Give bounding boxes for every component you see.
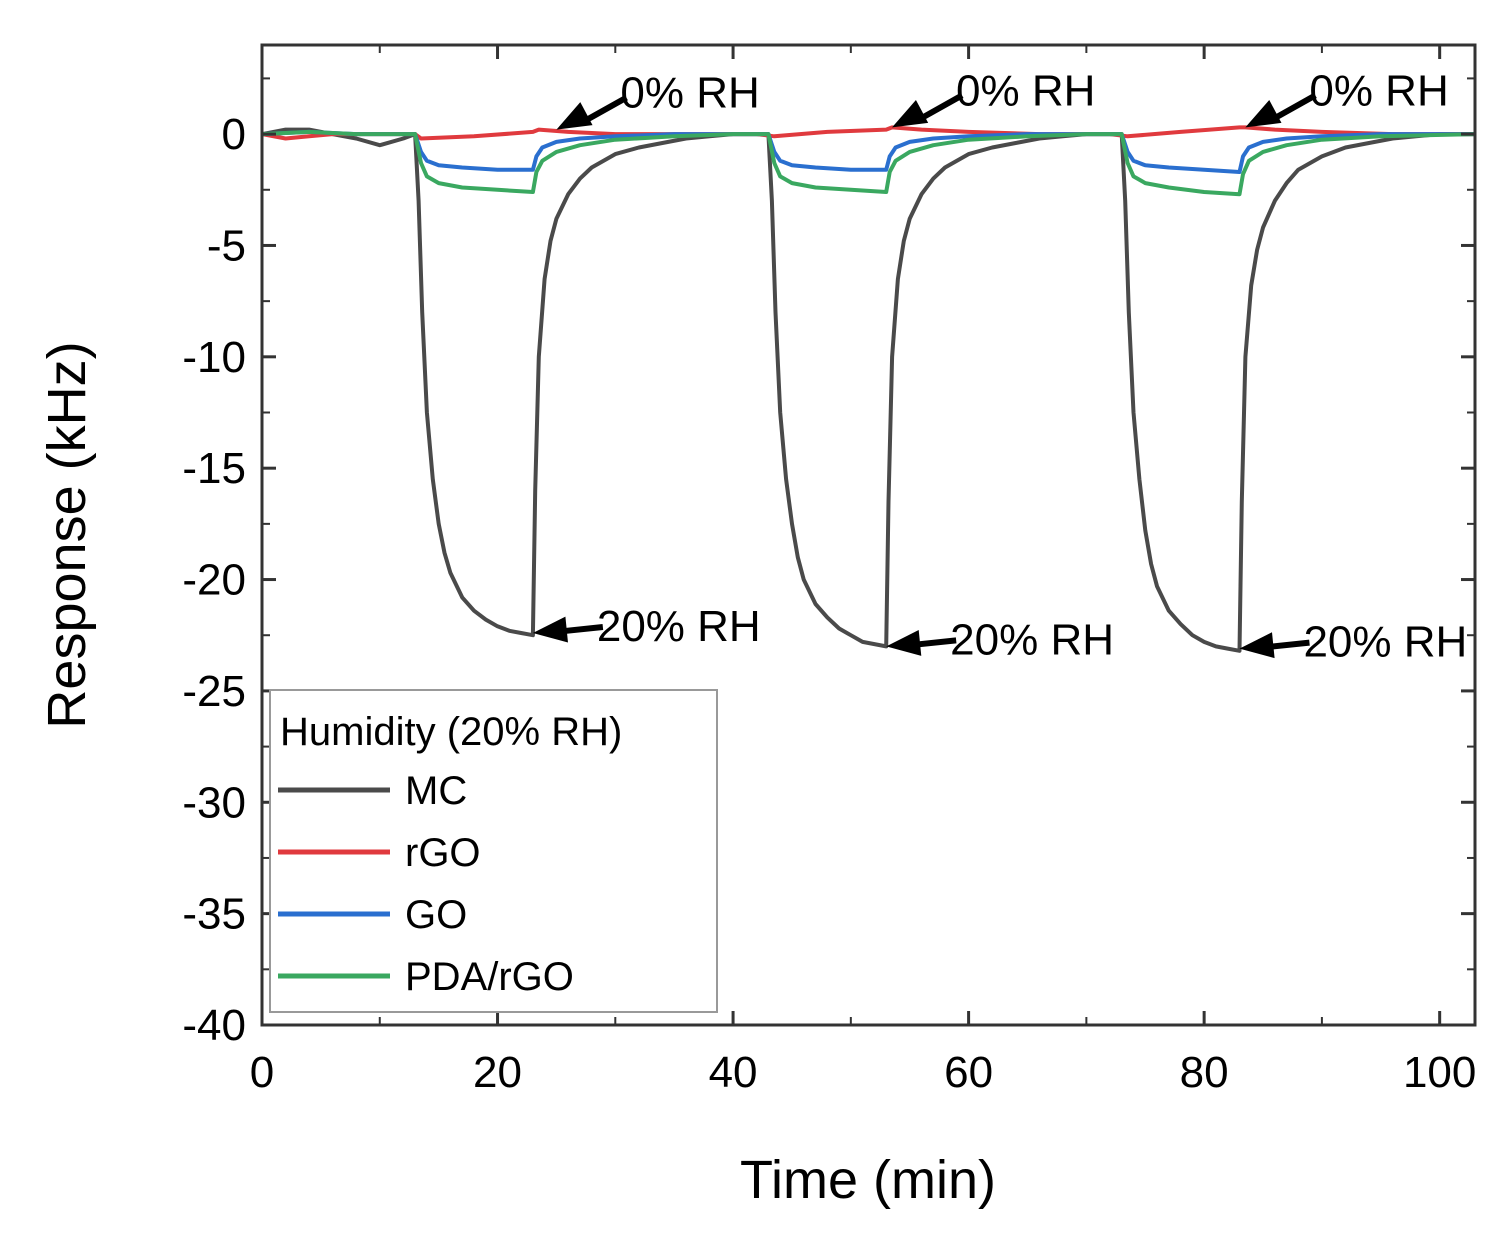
- x-axis-title: Time (min): [740, 1150, 996, 1210]
- y-axis-title: Response (kHz): [37, 341, 97, 728]
- arrow-head: [892, 99, 929, 128]
- series-layer: [262, 125, 1475, 653]
- series-line-go: [262, 129, 1475, 174]
- series-line-mc: [262, 127, 1475, 653]
- arrow-head: [532, 616, 568, 643]
- annotation-label: 0% RH: [956, 66, 1095, 115]
- plot-frame: [260, 43, 1477, 1027]
- arrow-shaft: [920, 92, 964, 121]
- legend-entries: MC rGO GO PDA/rGO: [278, 769, 574, 999]
- arrow-head: [886, 630, 922, 656]
- x-tick-label: 40: [709, 1048, 758, 1097]
- y-tick-label: -20: [182, 556, 246, 605]
- annotation-arrow: [886, 630, 957, 656]
- legend-label-rgo: rGO: [405, 831, 481, 875]
- y-tick-label: -30: [182, 778, 246, 827]
- legend-title: Humidity (20% RH): [280, 710, 622, 754]
- annotation-layer: 0% RH 0% RH 0% RH 20% RH 20% RH 20% RH: [532, 66, 1467, 667]
- annotation-label: 0% RH: [1309, 66, 1448, 115]
- annotation-arrow: [892, 92, 964, 128]
- x-tick-label: 0: [250, 1048, 274, 1097]
- annotation-label: 20% RH: [950, 615, 1114, 664]
- annotation-label: 0% RH: [620, 69, 759, 118]
- legend-label-go: GO: [405, 893, 467, 937]
- tick-layer: 0 20 40 60 80 100 0 -5 -10 -15 -20 -25 -30 -35 -40: [182, 45, 1476, 1097]
- arrow-head: [1245, 99, 1282, 128]
- arrow-shaft: [1273, 92, 1317, 121]
- annotation-label: 20% RH: [597, 602, 761, 651]
- arrow-head: [1239, 632, 1275, 659]
- legend-label-pda-rgo: PDA/rGO: [405, 955, 574, 999]
- arrow-shaft: [584, 95, 628, 123]
- y-tick-label: -5: [207, 221, 246, 270]
- y-tick-label: -10: [182, 333, 246, 382]
- y-tick-label: -40: [182, 1001, 246, 1050]
- arrow-shaft: [1269, 639, 1310, 650]
- annotation-arrow: [532, 616, 604, 643]
- x-tick-label: 60: [944, 1048, 993, 1097]
- annotation-label: 20% RH: [1303, 618, 1467, 667]
- arrow-shaft: [562, 624, 604, 635]
- arrow-shaft: [915, 637, 957, 648]
- y-tick-label: -35: [182, 890, 246, 939]
- x-tick-label: 80: [1180, 1048, 1229, 1097]
- x-tick-label: 100: [1403, 1048, 1476, 1097]
- annotation-arrow: [1245, 92, 1317, 128]
- arrow-head: [556, 102, 593, 130]
- legend: Humidity (20% RH) MC rGO GO PDA/rGO: [269, 689, 718, 1013]
- series-line-pda-rgo: [262, 129, 1475, 197]
- x-tick-label: 20: [473, 1048, 522, 1097]
- y-tick-label: 0: [222, 110, 246, 159]
- y-tick-label: -25: [182, 667, 246, 716]
- y-tick-label: -15: [182, 444, 246, 493]
- annotation-arrow: [556, 95, 628, 130]
- legend-label-mc: MC: [405, 769, 467, 813]
- annotation-arrow: [1239, 632, 1310, 659]
